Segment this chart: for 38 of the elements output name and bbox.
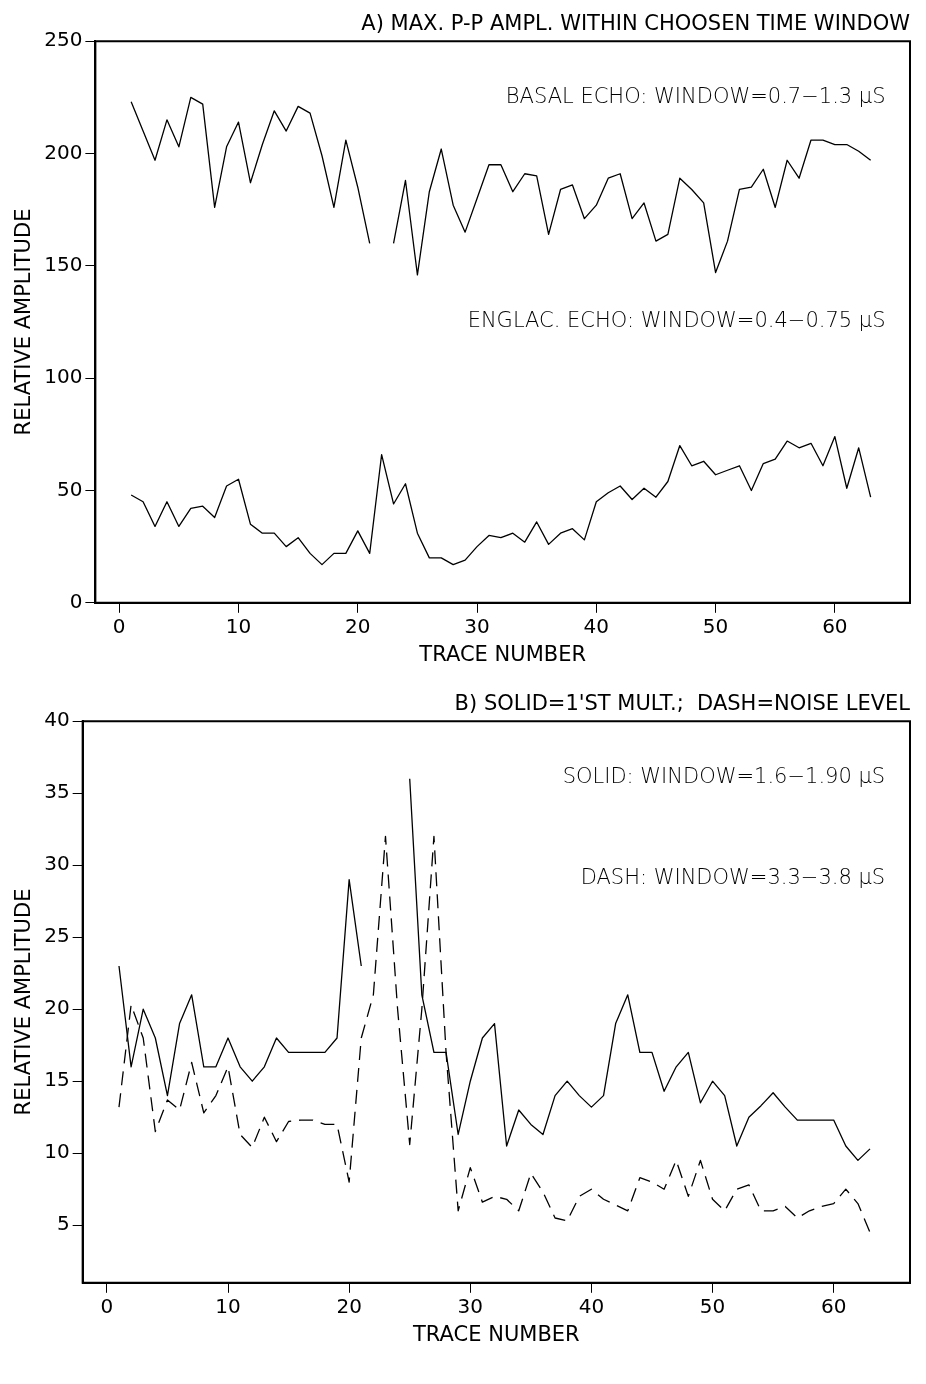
y-tick-label: 50 xyxy=(56,476,83,501)
x-tick-label: 30 xyxy=(464,614,490,638)
x-tick-label: 20 xyxy=(336,1294,362,1318)
y-tick-label: 10 xyxy=(44,1139,70,1164)
x-tick-label: 40 xyxy=(583,614,610,638)
y-tick-label: 5 xyxy=(56,1211,70,1236)
y-tick-label: 25 xyxy=(44,923,70,948)
annotation: DASH: WINDOW=3.3−3.8 μS xyxy=(580,864,886,889)
x-tick-label: 0 xyxy=(112,614,126,638)
y-tick-label: 250 xyxy=(44,27,83,52)
x-tick-label: 30 xyxy=(457,1294,484,1318)
y-tick-label: 200 xyxy=(44,139,83,164)
x-axis-title: TRACE NUMBER xyxy=(418,641,587,666)
annotation: ENGLAC. ECHO: WINDOW=0.4−0.75 μS xyxy=(467,308,886,333)
x-tick-label: 40 xyxy=(578,1294,605,1318)
x-tick-label: 60 xyxy=(822,614,848,638)
chart-title: B) SOLID=1'ST MULT.; DASH=NOISE LEVEL xyxy=(454,691,911,716)
y-axis-title: RELATIVE AMPLITUDE xyxy=(11,888,36,1116)
y-tick-label: 100 xyxy=(44,364,83,389)
x-axis-title: TRACE NUMBER xyxy=(412,1321,580,1346)
x-tick-label: 0 xyxy=(100,1294,114,1318)
x-tick-label: 60 xyxy=(820,1294,847,1318)
y-tick-label: 20 xyxy=(44,995,70,1020)
x-tick-label: 50 xyxy=(702,614,729,638)
x-tick-label: 10 xyxy=(225,614,252,638)
y-tick-label: 15 xyxy=(44,1067,70,1092)
annotation: SOLID: WINDOW=1.6−1.90 μS xyxy=(562,763,886,788)
x-tick-label: 10 xyxy=(215,1294,241,1318)
y-tick-label: 0 xyxy=(69,589,83,613)
y-tick-label: 150 xyxy=(44,252,83,277)
y-tick-label: 35 xyxy=(44,779,70,804)
annotation: BASAL ECHO: WINDOW=0.7−1.3 μS xyxy=(505,83,886,108)
x-tick-label: 50 xyxy=(699,1294,726,1318)
y-tick-label: 40 xyxy=(44,707,70,732)
chart-title: A) MAX. P-P AMPL. WITHIN CHOOSEN TIME WINDOW xyxy=(361,11,911,36)
y-axis-title: RELATIVE AMPLITUDE xyxy=(11,208,36,436)
y-tick-label: 30 xyxy=(44,851,70,876)
x-tick-label: 20 xyxy=(345,614,371,638)
